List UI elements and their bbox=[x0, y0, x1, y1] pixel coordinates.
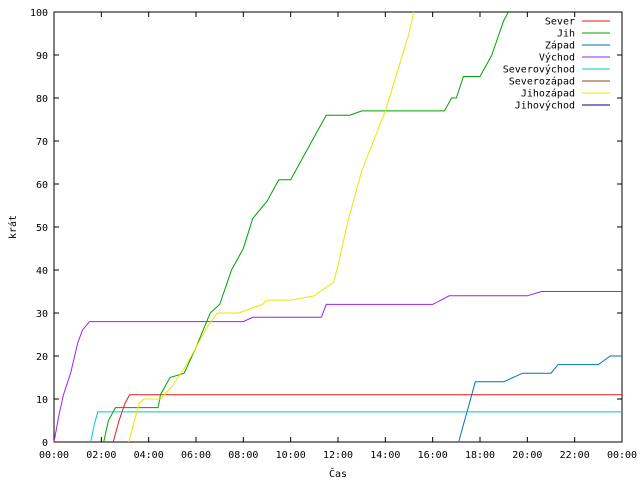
legend: SeverJihZápadVýchodSeverovýchodSeverozáp… bbox=[503, 17, 610, 112]
x-tick-label: 06:00 bbox=[181, 450, 211, 461]
y-tick-label: 30 bbox=[36, 309, 48, 320]
y-tick-label: 100 bbox=[30, 8, 48, 19]
y-tick-label: 20 bbox=[36, 352, 48, 363]
series-layer bbox=[53, 11, 622, 443]
series-line-severovýchod bbox=[90, 411, 622, 443]
x-tick-label: 20:00 bbox=[512, 450, 542, 461]
legend-label: Sever bbox=[545, 17, 575, 28]
y-tick-label: 70 bbox=[36, 137, 48, 148]
series-line-západ bbox=[458, 355, 622, 443]
y-axis-label: krát bbox=[7, 215, 19, 239]
y-tick-label: 10 bbox=[36, 395, 48, 406]
x-axis-label: Čas bbox=[329, 467, 347, 480]
x-tick-label: 02:00 bbox=[86, 450, 116, 461]
x-tick-label: 18:00 bbox=[465, 450, 495, 461]
x-tick-label: 04:00 bbox=[134, 450, 164, 461]
x-tick-label: 00:00 bbox=[39, 450, 69, 461]
series-line-východ bbox=[53, 291, 622, 443]
series-line-jihozápad bbox=[128, 11, 415, 443]
legend-label: Jihovýchod bbox=[515, 100, 575, 112]
y-tick-label: 60 bbox=[36, 180, 48, 191]
series-line-jih bbox=[103, 11, 509, 443]
y-tick-label: 0 bbox=[42, 438, 48, 449]
x-tick-label: 16:00 bbox=[418, 450, 448, 461]
x-tick-label: 12:00 bbox=[323, 450, 353, 461]
x-tick-label: 10:00 bbox=[276, 450, 306, 461]
legend-label: Severozápad bbox=[509, 76, 575, 88]
legend-label: Jih bbox=[557, 29, 575, 40]
y-tick-label: 80 bbox=[36, 94, 48, 105]
series-line-sever bbox=[112, 394, 622, 443]
y-tick-label: 90 bbox=[36, 51, 48, 62]
x-tick-label: 08:00 bbox=[228, 450, 258, 461]
axis-tick-labels: 00:00 02:00 04:00 06:00 08:00 10:00 12:00 14:00… bbox=[30, 8, 637, 461]
legend-label: Západ bbox=[545, 40, 575, 52]
y-tick-label: 50 bbox=[36, 223, 48, 234]
legend-label: Východ bbox=[539, 52, 575, 64]
legend-label: Severovýchod bbox=[503, 64, 575, 76]
x-tick-label: 14:00 bbox=[370, 450, 400, 461]
y-tick-label: 40 bbox=[36, 266, 48, 277]
axis-ticks bbox=[53, 11, 623, 443]
legend-label: Jihozápad bbox=[521, 88, 575, 100]
x-tick-label: 00:00 bbox=[607, 450, 637, 461]
x-tick-label: 22:00 bbox=[560, 450, 590, 461]
